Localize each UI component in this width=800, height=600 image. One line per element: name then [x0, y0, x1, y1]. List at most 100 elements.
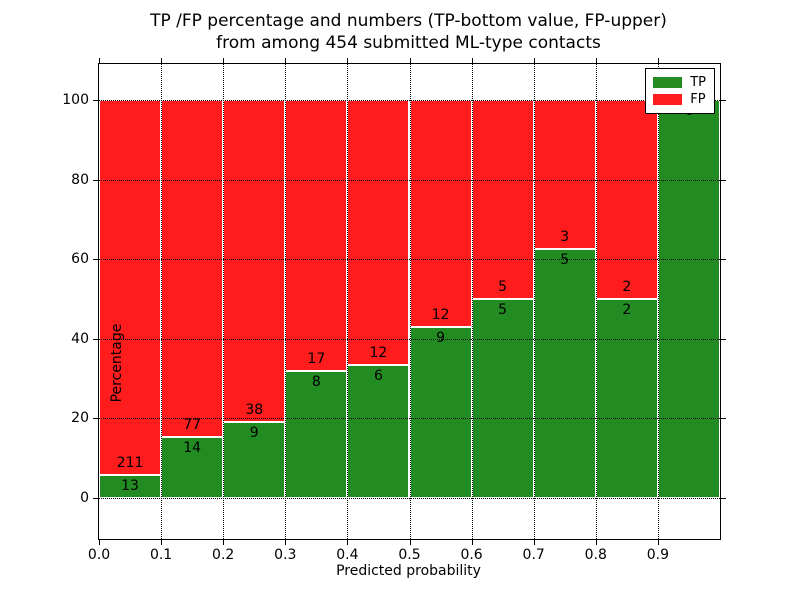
x-tick-mark-top: [347, 58, 349, 64]
bar-fp-count-label: 3: [560, 229, 570, 246]
bar-fp-segment: [99, 100, 162, 475]
x-tick-label: 0.5: [398, 547, 421, 563]
bar-tp-segment: [595, 299, 658, 498]
bar-fp-count-label: 17: [307, 350, 326, 367]
y-tick-mark: [93, 338, 99, 340]
v-gridline: [285, 64, 287, 539]
x-tick-mark-top: [471, 58, 473, 64]
v-gridline: [595, 64, 597, 539]
v-gridline: [533, 64, 535, 539]
plot-area: 21113771438917812612955352206 0.00.10.20…: [62, 58, 726, 563]
x-tick-label: 0.3: [274, 547, 297, 563]
bar-tp-count-label: 2: [622, 302, 632, 318]
x-tick-mark-top: [533, 58, 535, 64]
x-tick-mark: [533, 539, 535, 545]
x-tick-mark: [99, 539, 100, 545]
bar-fp-segment: [471, 100, 534, 299]
x-tick-mark: [285, 539, 287, 545]
y-tick-label: 100: [62, 92, 89, 108]
v-gridline: [657, 64, 659, 539]
chart-title-line1: TP /FP percentage and numbers (TP-bottom…: [150, 11, 667, 31]
v-gridline: [409, 64, 411, 539]
bar-fp-count-label: 12: [369, 345, 388, 362]
x-tick-mark: [595, 539, 597, 545]
v-gridline: [161, 64, 163, 539]
x-axis-title: Predicted probability: [336, 563, 481, 579]
x-tick-mark: [657, 539, 659, 545]
x-tick-mark-top: [99, 58, 100, 64]
bar-fp-segment: [595, 100, 658, 299]
bar-fp-count-label: 38: [245, 401, 264, 418]
chart-title-line2: from among 454 submitted ML-type contact…: [216, 33, 601, 53]
fp-color-swatch: [653, 94, 683, 105]
y-tick-label: 80: [71, 171, 89, 188]
v-gridline: [223, 64, 225, 539]
bar-fp-count-label: 2: [622, 279, 632, 295]
y-tick-mark-right: [720, 100, 726, 101]
legend-entry-label: TP: [690, 75, 706, 90]
x-tick-label: 0.4: [336, 547, 359, 563]
bar-fp-count-label: 12: [431, 307, 450, 324]
bar-tp-segment: [533, 249, 596, 498]
bar-tp-segment: [161, 436, 224, 498]
bar-tp-count-label: 5: [498, 302, 508, 318]
x-tick-mark: [161, 539, 163, 545]
x-tick-mark-top: [223, 58, 225, 64]
bar-tp-segment: [99, 474, 162, 498]
y-tick-mark-right: [720, 418, 726, 420]
x-tick-label: 0.0: [87, 547, 111, 563]
y-tick-label: 60: [71, 251, 89, 268]
bar-tp-count-label: 5: [560, 252, 570, 269]
bar-tp-count-label: 13: [121, 477, 139, 494]
bar-fp-count-label: 5: [498, 279, 508, 295]
bar-fp-count-label: 77: [183, 416, 202, 433]
y-tick-label: 40: [71, 330, 89, 347]
bar-tp-segment: [471, 299, 534, 498]
y-tick-mark-right: [720, 498, 726, 499]
x-tick-mark: [409, 539, 411, 545]
bar-fp-segment: [409, 100, 472, 328]
legend-box: TP FP: [645, 68, 715, 114]
y-tick-mark: [93, 418, 99, 420]
bar-fp-segment: [223, 100, 286, 422]
bar-fp-segment: [533, 100, 596, 250]
v-gridline: [347, 64, 349, 539]
y-tick-label: 0: [80, 490, 89, 506]
bar-tp-count-label: 14: [183, 439, 202, 456]
x-tick-label: 0.7: [522, 547, 545, 563]
y-tick-mark-right: [720, 259, 726, 261]
y-tick-label: 20: [71, 410, 89, 427]
bar-tp-count-label: 9: [436, 330, 445, 347]
bar-tp-count-label: 9: [249, 424, 259, 441]
x-tick-label: 0.6: [460, 547, 483, 563]
x-tick-mark-top: [657, 58, 659, 64]
x-tick-mark: [471, 539, 473, 545]
y-tick-mark: [93, 498, 99, 499]
bar-tp-count-label: 8: [311, 373, 321, 390]
x-tick-label: 0.9: [646, 547, 670, 563]
y-tick-mark: [93, 179, 99, 181]
y-axis-title: Percentage: [109, 323, 125, 403]
y-tick-mark: [93, 100, 99, 101]
v-gridline: [471, 64, 473, 539]
y-tick-mark-right: [720, 338, 726, 340]
x-tick-label: 0.8: [584, 547, 607, 563]
bar-fp-count-label: 211: [116, 454, 144, 471]
chart-title: TP /FP percentage and numbers (TP-bottom…: [98, 10, 719, 54]
x-tick-mark-top: [409, 58, 411, 64]
y-tick-mark-right: [720, 179, 726, 181]
x-tick-label: 0.1: [149, 547, 173, 563]
bar-tp-segment: [657, 100, 720, 498]
legend-entry-label: FP: [690, 92, 706, 107]
x-tick-mark-top: [285, 58, 287, 64]
x-tick-mark: [347, 539, 349, 545]
tp-color-swatch: [653, 77, 683, 88]
x-tick-mark-top: [161, 58, 163, 64]
bar-fp-segment: [161, 100, 224, 437]
bar-fp-segment: [285, 100, 348, 371]
y-tick-mark: [93, 259, 99, 261]
bar-tp-segment: [409, 327, 472, 498]
x-tick-mark-top: [595, 58, 597, 64]
x-tick-mark: [223, 539, 225, 545]
